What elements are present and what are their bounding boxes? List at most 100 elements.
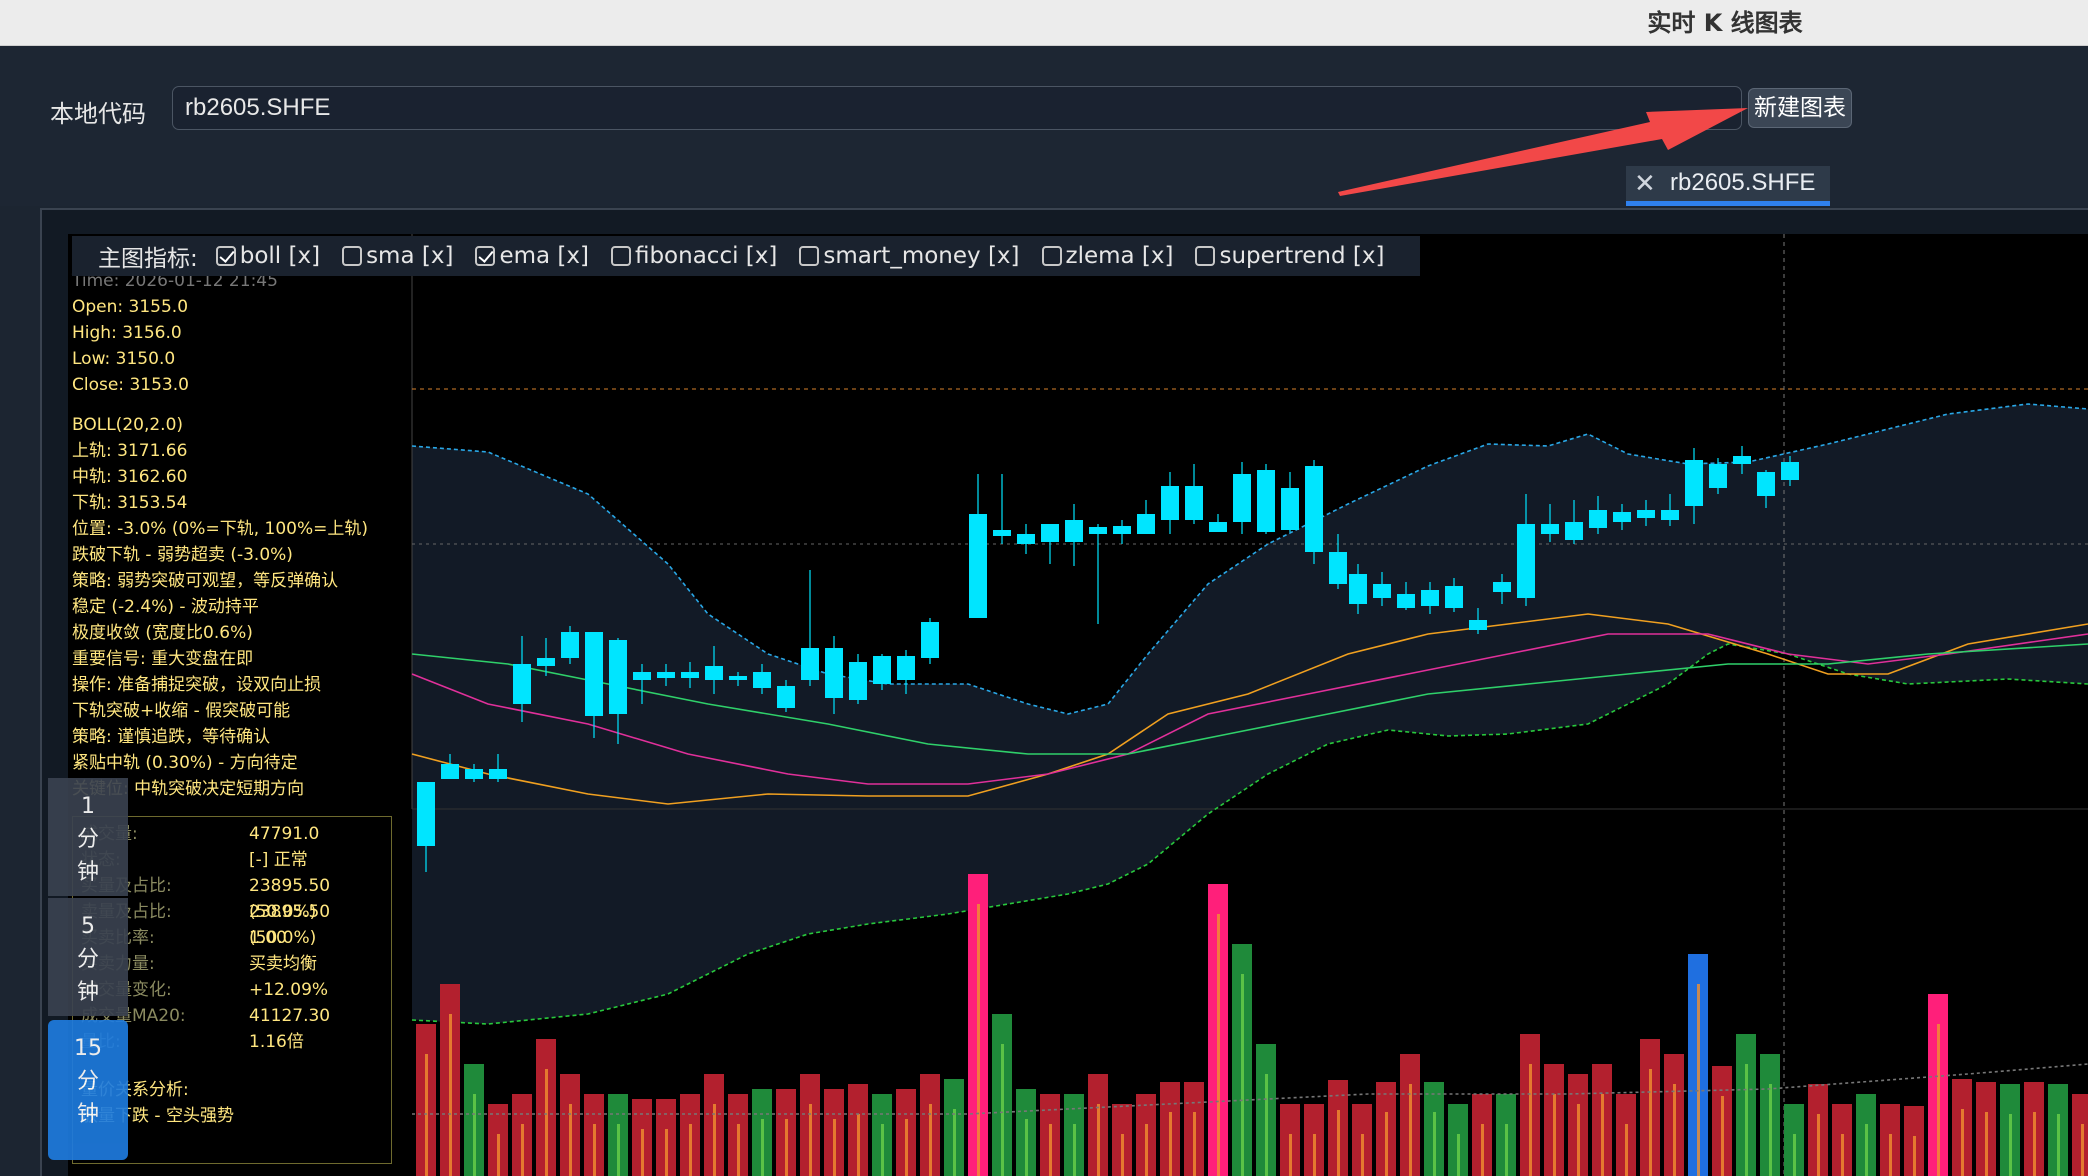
volume-bar-inner [1817,1114,1820,1176]
kline-info-panel: Time: 2026-01-12 21:45 Open: 3155.0 High… [72,268,412,802]
candle-body [1685,460,1703,506]
indicator-checkbox[interactable] [1195,246,1216,266]
volume-bar-inner [2009,1114,2012,1176]
candle-body [1709,464,1727,488]
info-line: 上轨: 3171.66 [72,441,188,461]
candle-body [561,632,579,658]
info-line: 操作: 准备捕捉突破，设双向止损 [72,675,322,695]
indicator-2[interactable]: ema [x] [475,243,589,269]
candle-body [1613,512,1631,522]
volume-bar-inner [1145,1124,1148,1176]
volume-bar-inner [929,1104,932,1176]
indicator-0[interactable]: boll [x] [215,243,321,269]
period-button-0[interactable]: 1 分 钟 [48,778,128,896]
indicator-checkbox[interactable] [215,246,236,266]
candle-body [897,656,915,680]
candle-body [609,640,627,714]
info-high: High: 3156.0 [72,323,182,343]
volume-bar-inner [1481,1124,1484,1176]
volume-bar-inner [1865,1124,1868,1176]
candle-body [1397,594,1415,608]
indicator-6[interactable]: supertrend [x] [1195,243,1384,269]
tab-rb2605[interactable]: ✕ rb2605.SHFE [1626,166,1830,206]
indicator-checkbox[interactable] [610,246,631,266]
volume-bar-inner [1385,1112,1388,1176]
candle-body [465,769,483,779]
candle-body [1233,474,1251,522]
candle-body [1421,590,1439,606]
volume-bar-inner [1289,1134,1292,1176]
candle-body [1161,486,1179,520]
code-label: 本地代码 [50,100,146,128]
volume-bar-inner [977,904,980,1176]
candle-body [681,672,699,678]
info-line: 中轨: 3162.60 [72,467,188,487]
volume-bar-inner [545,1069,548,1176]
candle-body [849,662,867,700]
candle-body [1185,486,1203,520]
volume-bar-inner [881,1124,884,1176]
indicator-label: fibonacci [x] [634,243,778,269]
volume-info-row: 买量及占比:23895.50 (50.0%) [81,873,391,922]
volume-bar-inner [1937,1024,1940,1176]
tab-label: rb2605.SHFE [1670,169,1816,196]
candle-body [1137,514,1155,534]
new-chart-button[interactable]: 新建图表 [1748,88,1852,128]
candle-body [489,769,507,779]
volume-bar-inner [1217,914,1220,1176]
indicator-checkbox[interactable] [342,246,363,266]
indicator-3[interactable]: fibonacci [x] [610,243,778,269]
candle-body [1517,524,1535,598]
volume-bar-inner [2033,1112,2036,1176]
indicator-4[interactable]: smart_money [x] [799,243,1020,269]
candle-body [801,648,819,680]
volume-info-value: 买卖均衡 [249,954,317,974]
volume-bar-inner [1529,1064,1532,1176]
indicator-bar: 主图指标: boll [x] sma [x] ema [x] fibonacci [x… [72,236,1421,276]
indicator-checkbox[interactable] [1041,246,1062,266]
indicator-5[interactable]: zlema [x] [1041,243,1173,269]
volume-info-value: 1.16倍 [249,1032,304,1052]
period-button-2[interactable]: 15 分 钟 [48,1020,128,1160]
candle-body [417,782,435,846]
candle-body [1305,466,1323,552]
volume-bar-inner [833,1119,836,1176]
volume-info-value: 23895.50 (50.0%) [249,876,331,922]
volume-bar-inner [1745,1064,1748,1176]
volume-bar-inner [1433,1112,1436,1176]
volume-bar-inner [2081,1124,2084,1176]
volume-bar-inner [1769,1084,1772,1176]
period-button-1[interactable]: 5 分 钟 [48,898,128,1016]
info-line: 下轨: 3153.54 [72,493,188,513]
close-icon[interactable]: ✕ [1634,168,1656,198]
volume-bar-inner [425,1054,428,1176]
kline-chart [411,234,2088,1176]
candle-body [1373,584,1391,598]
candle-body [1089,527,1107,534]
volume-info-value: [-] 正常 [249,850,308,870]
indicator-checkbox[interactable] [475,246,496,266]
volume-bar-inner [1913,1136,1916,1176]
code-input[interactable]: rb2605.SHFE [172,86,1742,130]
info-line: 极度收敛 (宽度比0.6%) [72,623,253,643]
volume-bar-inner [1553,1094,1556,1176]
chart-canvas[interactable] [68,234,2088,1176]
candle-body [633,672,651,680]
arrow-shape [1338,108,1748,196]
candle-body [1493,582,1511,592]
volume-bar-inner [641,1129,644,1176]
candle-body [1017,534,1035,544]
info-open: Open: 3155.0 [72,297,189,317]
indicator-1[interactable]: sma [x] [342,243,453,269]
volume-bar-inner [1457,1134,1460,1176]
candle-body [441,764,459,779]
indicator-label: boll [x] [239,243,321,269]
ema-fast-line [411,613,2088,805]
volume-bar-inner [1265,1074,1268,1176]
indicator-checkbox[interactable] [799,246,820,266]
volume-bar-inner [1841,1134,1844,1176]
volume-bar-inner [497,1134,500,1176]
volume-bar-inner [1985,1112,1988,1176]
candle-body [1113,526,1131,534]
